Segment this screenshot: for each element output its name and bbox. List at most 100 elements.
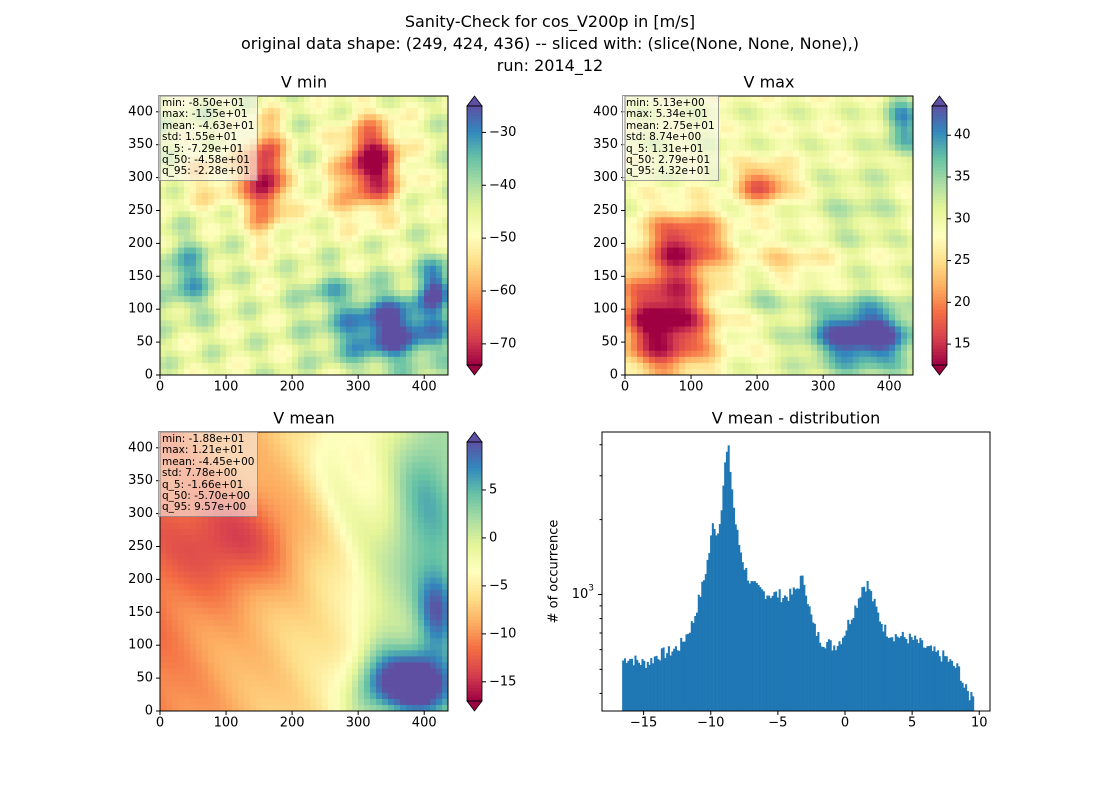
heatmap-cell xyxy=(751,120,758,127)
heatmap-cell xyxy=(889,277,896,285)
heatmap-cell xyxy=(298,271,305,279)
heatmap-cell xyxy=(274,217,281,224)
heatmap-cell xyxy=(763,296,770,303)
heatmap-cell xyxy=(637,320,644,328)
heatmap-cell xyxy=(643,326,650,334)
heatmap-cell xyxy=(256,290,263,297)
heatmap-cell xyxy=(352,326,359,334)
heatmap-cell xyxy=(835,368,842,375)
heatmap-cell xyxy=(208,229,215,237)
heatmap-cell xyxy=(871,253,878,261)
heatmap-cell xyxy=(829,174,836,182)
heatmap-cell xyxy=(268,132,275,140)
heatmap-cell xyxy=(721,284,728,291)
heatmap-cell xyxy=(721,126,728,133)
heatmap-cell xyxy=(328,229,335,237)
heatmap-cell xyxy=(883,199,890,206)
heatmap-cell xyxy=(907,114,913,121)
heatmap-cell xyxy=(679,265,686,273)
heatmap-cell xyxy=(400,344,407,352)
heatmap-cell xyxy=(178,559,185,567)
heatmap-cell xyxy=(721,332,728,340)
heatmap-cell xyxy=(751,186,758,194)
heatmap-cell xyxy=(847,241,854,249)
heatmap-cell xyxy=(679,271,686,279)
heatmap-cell xyxy=(178,656,185,664)
heatmap-cell xyxy=(316,350,323,358)
heatmap-cell xyxy=(250,259,257,267)
heatmap-cell xyxy=(643,271,650,279)
heatmap-cell xyxy=(334,235,341,243)
heatmap-cell xyxy=(895,120,902,127)
heatmap-cell xyxy=(769,223,776,231)
heatmap-cell xyxy=(781,308,788,315)
heatmap-cell xyxy=(172,193,179,200)
heatmap-cell xyxy=(745,326,752,334)
heatmap-cell xyxy=(172,638,179,645)
colorbar-step xyxy=(932,355,947,360)
heatmap-cell xyxy=(352,235,359,243)
heatmap-cell xyxy=(388,162,395,170)
heatmap-cell xyxy=(709,253,716,261)
heatmap-cell xyxy=(733,162,740,170)
heatmap-cell xyxy=(400,102,407,109)
heatmap-cell xyxy=(238,186,245,194)
heatmap-cell xyxy=(190,601,197,609)
heatmap-cell xyxy=(406,314,413,322)
heatmap-cell xyxy=(697,193,704,200)
heatmap-cell xyxy=(781,120,788,127)
heatmap-cell xyxy=(406,223,413,231)
heatmap-cell xyxy=(412,277,419,285)
heatmap-cell xyxy=(625,320,632,328)
heatmap-cell xyxy=(727,162,734,170)
heatmap-cell xyxy=(190,290,197,297)
heatmap-cell xyxy=(298,211,305,218)
heatmap-cell xyxy=(835,290,842,297)
heatmap-cell xyxy=(727,174,734,182)
heatmap-cell xyxy=(436,211,443,218)
heatmap-cell xyxy=(352,302,359,309)
heatmap-cell xyxy=(811,199,818,206)
heatmap-cell xyxy=(901,241,908,249)
heatmap-cell xyxy=(781,229,788,237)
heatmap-cell xyxy=(745,223,752,231)
heatmap-cell xyxy=(631,314,638,322)
heatmap-cell xyxy=(739,114,746,121)
heatmap-cell xyxy=(214,180,221,188)
heatmap-cell xyxy=(643,265,650,273)
heatmap-cell xyxy=(733,356,740,364)
heatmap-cell xyxy=(190,205,197,212)
heatmap-cell xyxy=(304,102,311,109)
heatmap-cell xyxy=(400,223,407,231)
heatmap-cell xyxy=(643,229,650,237)
heatmap-cell xyxy=(166,223,173,231)
heatmap-cell xyxy=(625,344,632,352)
heatmap-cell xyxy=(793,326,800,334)
heatmap-cell xyxy=(781,168,788,176)
heatmap-cell xyxy=(214,193,221,200)
heatmap-cell xyxy=(793,180,800,188)
heatmap-cell xyxy=(811,211,818,218)
heatmap-cell xyxy=(442,368,448,375)
colorbar-step xyxy=(467,309,482,314)
heatmap-cell xyxy=(352,96,359,103)
heatmap-cell xyxy=(406,253,413,261)
heatmap-cell xyxy=(262,229,269,237)
heatmap-cell xyxy=(400,338,407,346)
heatmap-cell xyxy=(769,253,776,261)
heatmap-cell xyxy=(649,199,656,206)
heatmap-cell xyxy=(394,223,401,231)
heatmap-cell xyxy=(631,362,638,370)
heatmap-cell xyxy=(232,271,239,279)
heatmap-cell xyxy=(196,644,203,651)
heatmap-cell xyxy=(877,338,884,346)
heatmap-cell xyxy=(190,265,197,273)
heatmap-cell xyxy=(358,162,365,170)
heatmap-cell xyxy=(871,126,878,133)
heatmap-cell xyxy=(298,362,305,370)
heatmap-cell xyxy=(787,362,794,370)
heatmap-cell xyxy=(637,290,644,297)
heatmap-cell xyxy=(208,265,215,273)
heatmap-cell xyxy=(697,356,704,364)
heatmap-cell xyxy=(907,96,913,103)
